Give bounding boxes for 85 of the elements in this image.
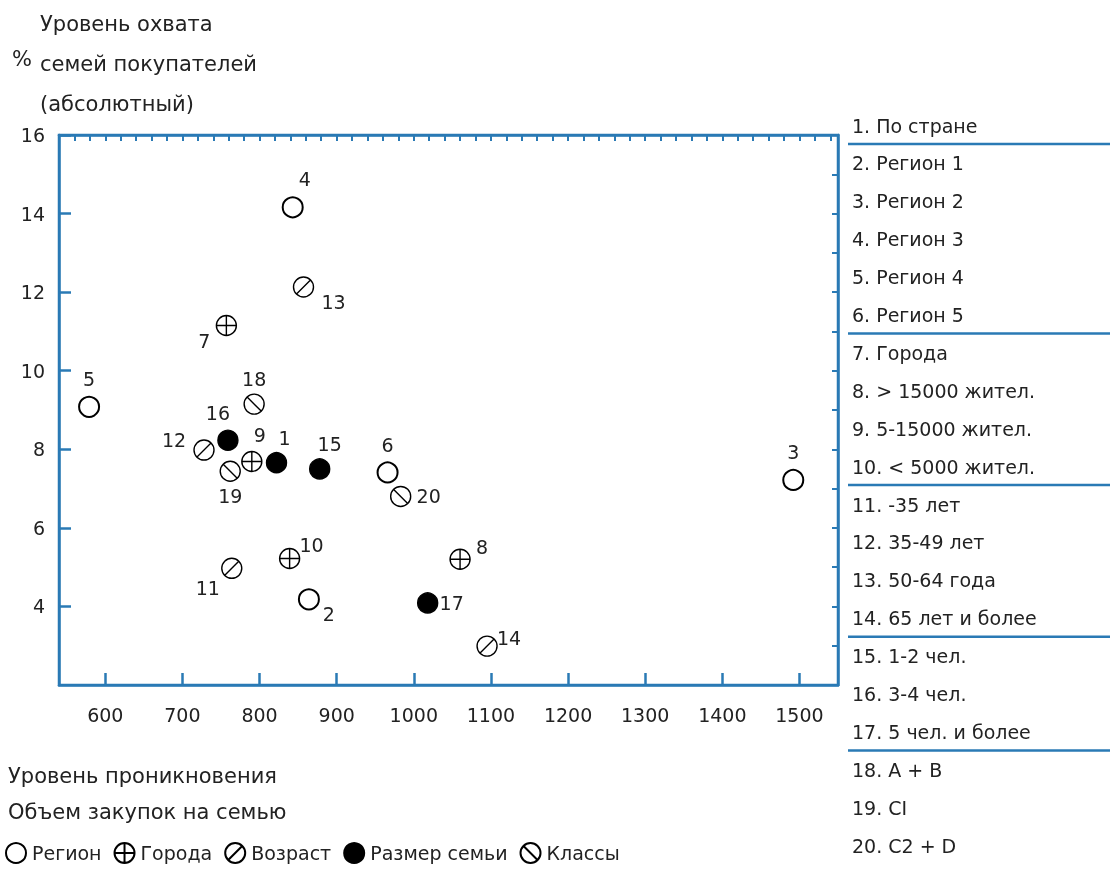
x-tick-label: 1500 (775, 703, 824, 726)
text: 15. 1-2 чел. (852, 645, 967, 668)
text: 8. > 15000 жител. (852, 379, 1036, 402)
annotation: 1 (278, 426, 291, 449)
annotation: 20 (416, 485, 441, 508)
annotation: 14 (496, 627, 522, 650)
annotation: 11 (195, 577, 220, 600)
x-tick-label: 1000 (389, 703, 438, 726)
x-tick-label: 1300 (621, 703, 670, 726)
annotation: 8 (476, 536, 489, 559)
point (265, 451, 288, 474)
legend-label: Города (140, 842, 213, 864)
annotation: 15 (317, 432, 342, 455)
text: 11. -35 лет (852, 493, 961, 516)
annotation: 10 (299, 533, 324, 556)
legend-label: Размер семьи (370, 842, 508, 864)
y-tick-label: 4 (32, 595, 45, 618)
point (243, 393, 265, 415)
annotation: 6 (381, 434, 394, 457)
annotation: 18 (242, 368, 267, 391)
point (78, 395, 101, 418)
annotation: 9 (253, 424, 266, 447)
point (782, 468, 805, 491)
annotation: 7 (198, 329, 211, 352)
text: 20. C2 + D (852, 834, 957, 857)
text: 17. 5 чел. и более (852, 720, 1031, 743)
point (221, 557, 243, 579)
text: 4. Регион 3 (852, 228, 964, 251)
point (376, 461, 399, 484)
x-tick-label: 600 (87, 703, 124, 726)
text: 12. 35-49 лет (852, 531, 985, 554)
point (476, 635, 498, 657)
point (217, 429, 239, 451)
point (449, 548, 471, 570)
annotation: 4 (298, 168, 311, 191)
point (309, 458, 331, 480)
x-tick-label: 900 (318, 703, 355, 726)
annotation: 3 (787, 440, 800, 463)
point (417, 592, 439, 614)
text: 19. CI (852, 796, 908, 819)
annotation: 13 (321, 291, 346, 314)
annotation: 17 (439, 591, 464, 614)
y-tick-label: 16 (20, 124, 45, 146)
text: 9. 5-15000 жител. (852, 417, 1032, 440)
legend-label: Возраст (251, 842, 332, 864)
text: 1. По стране (852, 114, 978, 137)
x-tick-label: 1200 (543, 703, 593, 726)
y-tick-label: 8 (32, 438, 45, 461)
text: 10. < 5000 жител. (852, 455, 1036, 478)
point (241, 450, 263, 473)
text: 2. Регион 1 (852, 152, 964, 175)
point (278, 547, 301, 570)
text: 5. Регион 4 (852, 266, 964, 289)
point (219, 460, 241, 482)
x-tick-label: 1400 (698, 703, 747, 726)
point (193, 439, 215, 461)
y-tick-label: 12 (20, 281, 45, 304)
text: 18. A + B (852, 758, 943, 781)
annotation: 16 (205, 402, 231, 425)
x-axis-title: Уровень проникновения Объем закупок на семью (8, 764, 287, 824)
y-tick-label: 14 (20, 202, 45, 225)
text: % (12, 46, 32, 71)
y-axis-title: Уровень охвата семей покупателей (абсолютный) (40, 12, 257, 116)
y-tick-label: 6 (32, 516, 45, 539)
point (297, 588, 320, 611)
legend-label: Классы (546, 842, 620, 864)
annotation: 5 (83, 367, 96, 390)
annotation: 2 (322, 603, 335, 626)
text: 16. 3-4 чел. (852, 683, 967, 705)
text: 6. Регион 5 (852, 304, 964, 326)
text: 3. Регион 2 (852, 190, 964, 213)
annotation: 12 (161, 429, 187, 452)
text: 14. 65 лет и более (852, 607, 1037, 630)
x-tick-label: 1100 (466, 703, 516, 726)
legend-label: Регион (32, 842, 102, 864)
point (215, 314, 238, 337)
y-tick-label: 10 (20, 359, 45, 382)
point (292, 276, 315, 298)
x-tick-label: 800 (241, 703, 278, 726)
annotation: 19 (218, 485, 243, 508)
text: 7. Города (852, 341, 948, 364)
x-tick-label: 700 (164, 703, 201, 726)
text: 13. 50-64 года (852, 569, 996, 592)
point (281, 196, 304, 219)
point (389, 485, 412, 508)
